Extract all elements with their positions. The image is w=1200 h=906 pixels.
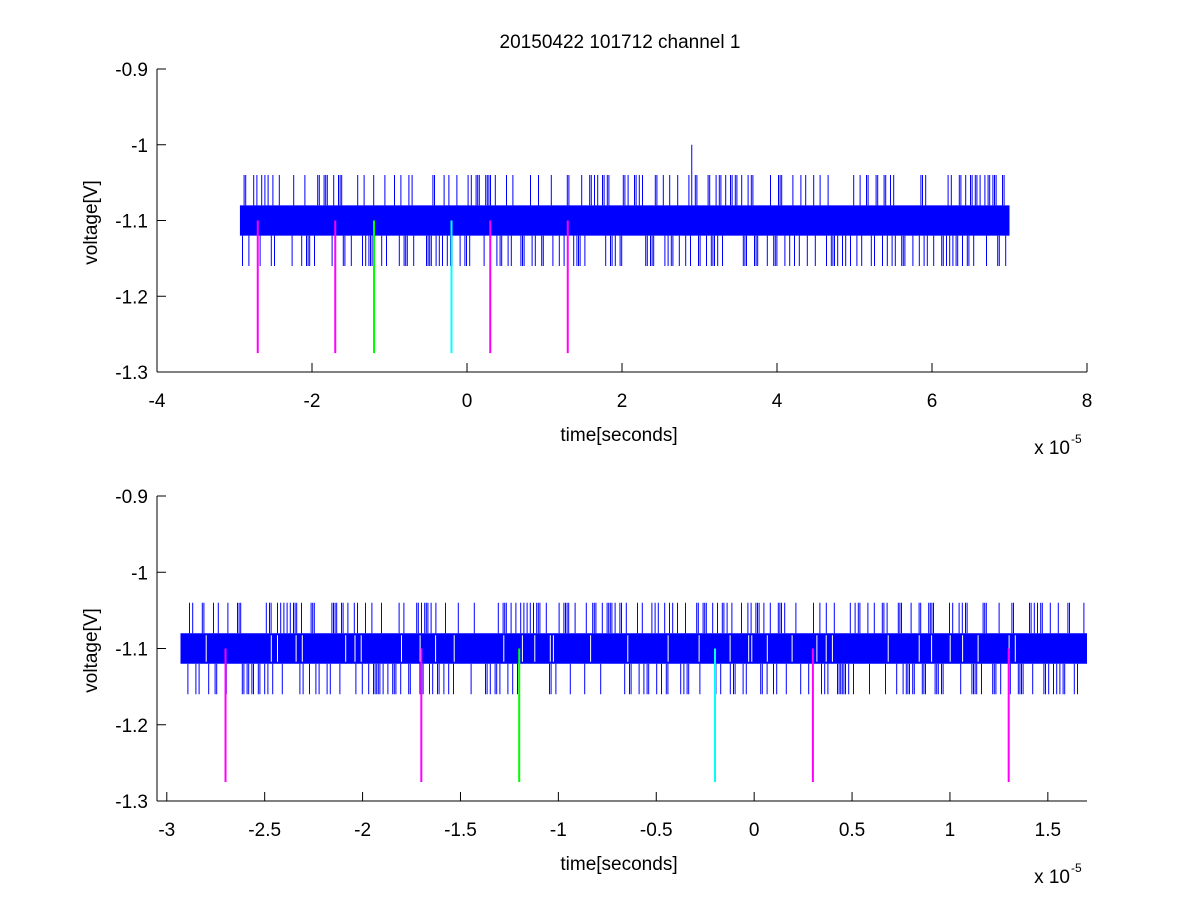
x-tick-label: 0 xyxy=(462,391,473,412)
x-tick-label: 0.5 xyxy=(839,820,865,841)
y-tick-label: -1.1 xyxy=(115,212,148,233)
x-tick-label: -4 xyxy=(149,391,166,412)
x-multiplier-exponent: -5 xyxy=(1071,432,1082,446)
x-tick-label: -2 xyxy=(354,820,371,841)
x-multiplier-exponent: -5 xyxy=(1071,861,1082,875)
x-tick-label: -2.5 xyxy=(248,820,281,841)
x-tick-label: -2 xyxy=(304,391,321,412)
x-tick-label: 1.5 xyxy=(1035,820,1061,841)
y-tick-label: -1 xyxy=(131,563,148,584)
x-tick-label: 0 xyxy=(749,820,760,841)
signal-spikes xyxy=(242,144,1007,266)
x-tick-label: 1 xyxy=(945,820,956,841)
x-tick-label: -1.5 xyxy=(444,820,477,841)
y-axis-label: voltage[V] xyxy=(81,180,102,265)
y-tick-label: -1 xyxy=(131,136,148,157)
signal-series xyxy=(239,144,1010,266)
y-tick-label: -1.2 xyxy=(115,716,148,737)
y-axis-label: voltage[V] xyxy=(81,608,102,693)
x-axis-label: time[seconds] xyxy=(560,425,677,446)
top-axes: -0.9 -1 -1.1 -1.2 -1.3-4 -2 0 2 4 6 8 time[seconds]… xyxy=(81,60,1092,459)
x-tick-label: -1 xyxy=(550,820,567,841)
x-multiplier-label: x 10 xyxy=(1034,438,1070,459)
figure-title: 20150422 101712 channel 1 xyxy=(500,32,741,53)
x-tick-label: -0.5 xyxy=(640,820,673,841)
y-tick-label: -1.2 xyxy=(115,287,148,308)
signal-band xyxy=(239,205,1010,236)
x-multiplier-label: x 10 xyxy=(1034,867,1070,888)
signal-series xyxy=(180,602,1087,695)
x-tick-label: 4 xyxy=(772,391,783,412)
bottom-axes: -0.9 -1 -1.1 -1.2 -1.3 -3 -2.5 -2 -1.5 -1 -0.5 0 0.5… xyxy=(81,487,1087,888)
x-tick-label: 8 xyxy=(1082,391,1093,412)
y-tick-label: -1.1 xyxy=(115,640,148,661)
y-tick-label: -1.3 xyxy=(115,363,148,384)
x-tick-label: -3 xyxy=(158,820,175,841)
y-tick-label: -0.9 xyxy=(115,60,148,81)
y-tick-label: -1.3 xyxy=(115,792,148,813)
signal-gaps xyxy=(205,635,1016,662)
y-tick-label: -0.9 xyxy=(115,487,148,508)
signal-band xyxy=(180,633,1087,664)
x-tick-label: 2 xyxy=(617,391,628,412)
signal-spikes xyxy=(187,602,1085,695)
x-axis-label: time[seconds] xyxy=(560,854,677,875)
x-tick-label: 6 xyxy=(927,391,938,412)
